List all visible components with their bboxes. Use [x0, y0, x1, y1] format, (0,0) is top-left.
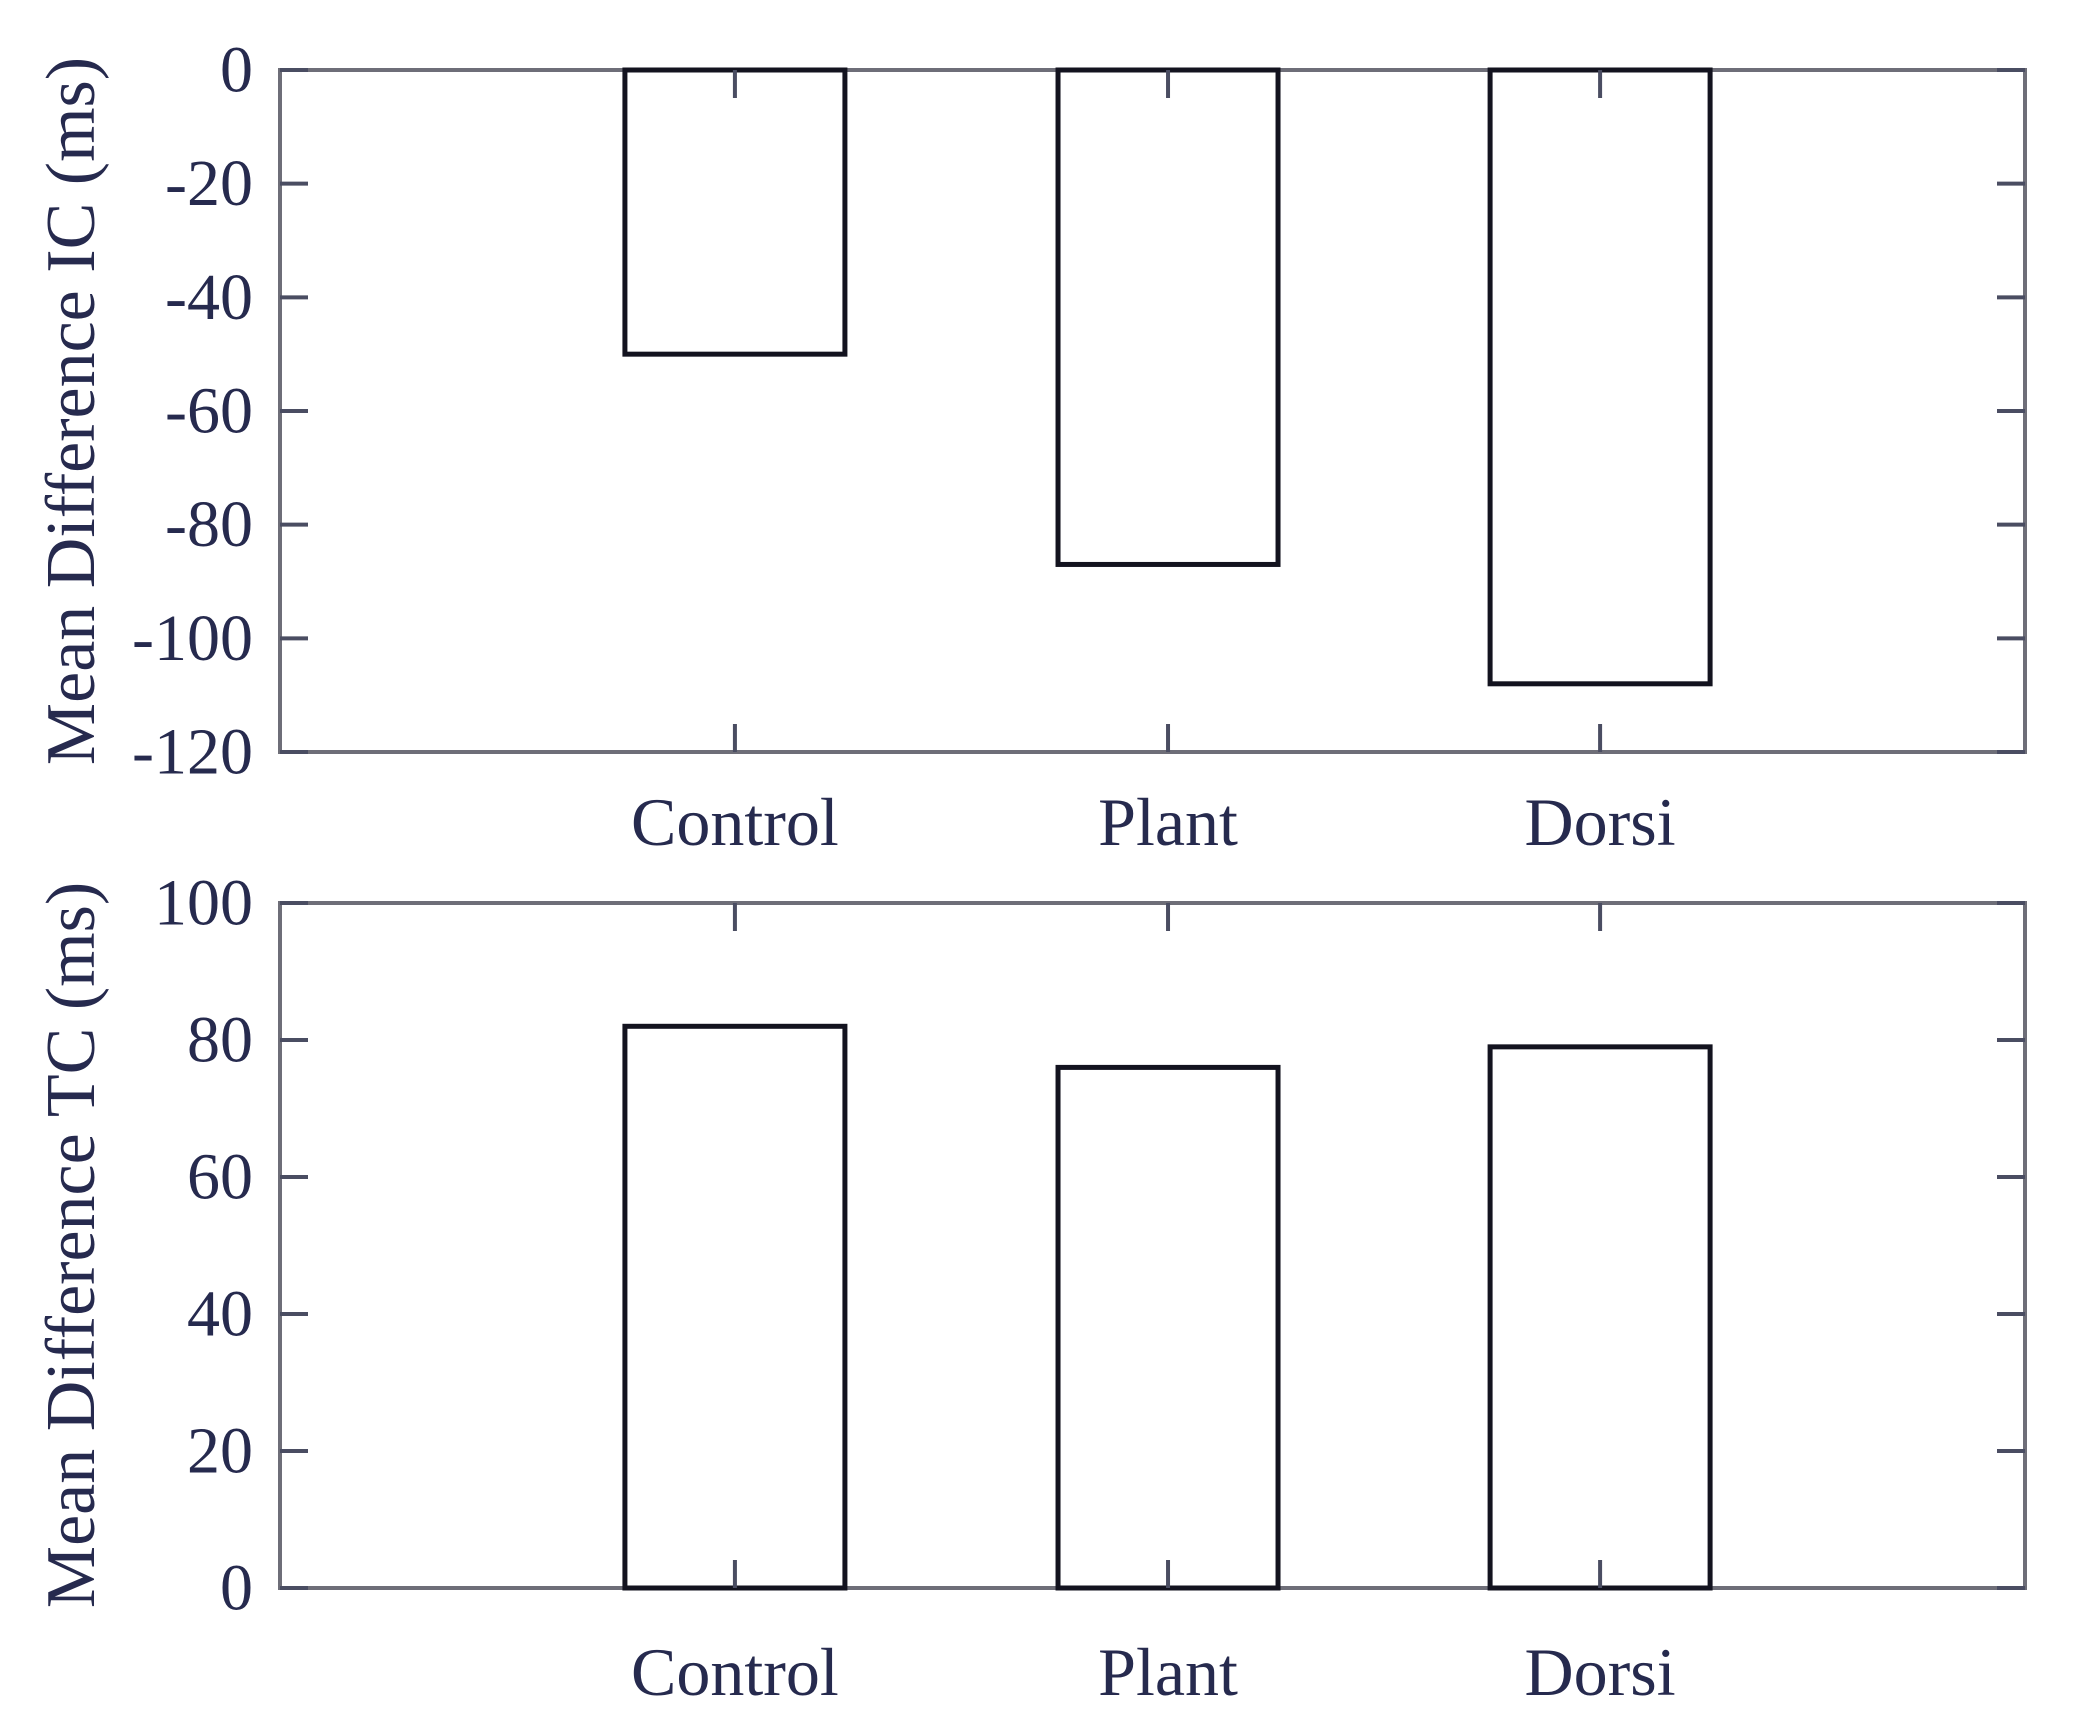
y-tick-label: 20: [187, 1415, 253, 1488]
bar-tc-dorsi: [1487, 1044, 1713, 1591]
bar-ic-plant: [1055, 67, 1281, 567]
y-tick-label: -20: [165, 147, 253, 220]
category-label-plant: Plant: [1098, 1634, 1238, 1710]
y-tick-label: -100: [132, 602, 253, 675]
category-label-plant: Plant: [1098, 784, 1238, 860]
y-tick-label: -80: [165, 488, 253, 561]
y-tick-label: 40: [187, 1278, 253, 1351]
bar-tc-plant: [1055, 1064, 1281, 1591]
y-tick-label: -60: [165, 375, 253, 448]
y-tick-label: 0: [220, 1552, 253, 1625]
category-label-dorsi: Dorsi: [1525, 784, 1676, 860]
category-label-dorsi: Dorsi: [1525, 1634, 1676, 1710]
y-tick-label: -120: [132, 716, 253, 789]
bar-tc-control: [622, 1023, 848, 1591]
y-tick-label: -40: [165, 261, 253, 334]
y-tick-label: 0: [220, 34, 253, 107]
bar-ic-control: [622, 67, 848, 357]
category-label-control: Control: [631, 784, 839, 860]
y-tick-label: 80: [187, 1004, 253, 1077]
category-label-control: Control: [631, 1634, 839, 1710]
y-tick-label: 60: [187, 1141, 253, 1214]
y-tick-label: 100: [154, 867, 253, 940]
y-axis-label-tc: Mean Difference TC (ms): [33, 881, 110, 1609]
bar-ic-dorsi: [1487, 67, 1713, 687]
y-axis-label-ic: Mean Difference IC (ms): [33, 56, 110, 766]
